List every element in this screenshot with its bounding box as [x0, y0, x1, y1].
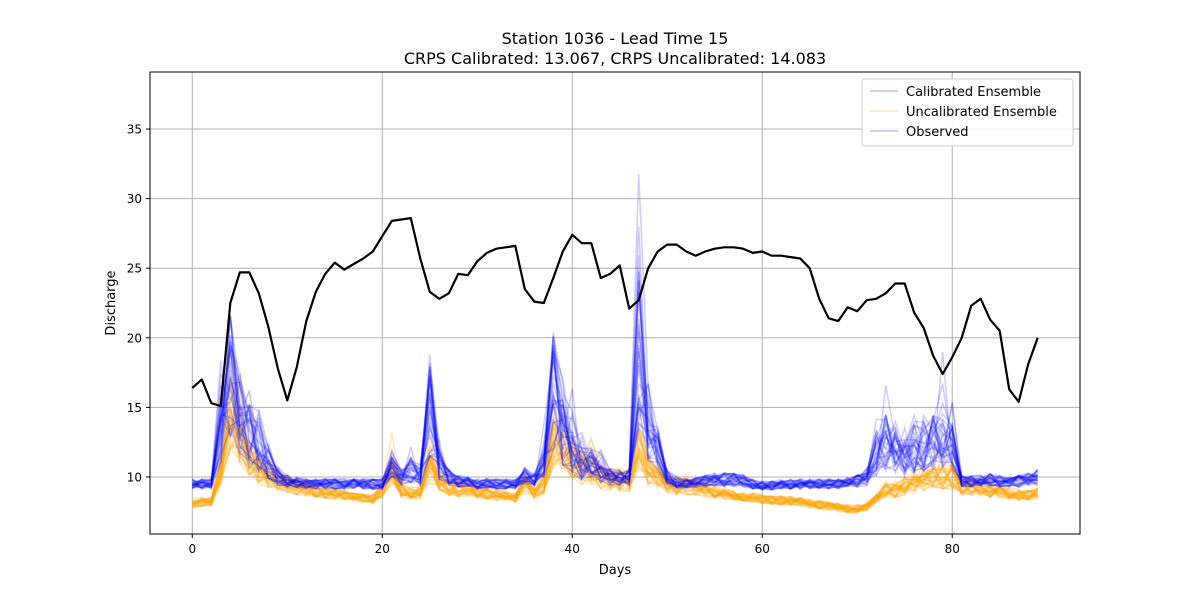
calibrated-member-line	[192, 279, 1039, 490]
chart-subtitle: CRPS Calibrated: 13.067, CRPS Uncalibrat…	[404, 49, 826, 68]
plot-frame	[149, 71, 1081, 535]
calibrated-member-line	[192, 226, 1039, 491]
y-tick-label: 35	[127, 123, 142, 137]
calibrated-member-line	[191, 349, 1038, 490]
calibrated-member-line	[192, 347, 1038, 492]
calibrated-member-line	[192, 336, 1039, 490]
uncalibrated-member-line	[192, 436, 1038, 513]
observed-line	[191, 217, 1039, 408]
uncalibrated-member-line	[192, 416, 1039, 514]
legend-observed-label: Observed	[906, 125, 969, 140]
uncalibrated-member-line	[192, 414, 1038, 514]
uncalibrated-member-line	[191, 426, 1039, 511]
x-tick-label: 40	[565, 542, 580, 556]
x-axis-label: Days	[599, 563, 632, 578]
x-tick-label: 60	[755, 542, 770, 556]
y-tick-label: 10	[127, 470, 142, 484]
uncalibrated-member-line	[191, 434, 1039, 512]
calibrated-member-line	[192, 255, 1038, 490]
uncalibrated-member-line	[191, 414, 1039, 512]
uncalibrated-member-line	[191, 385, 1038, 513]
calibrated-member-line	[191, 373, 1038, 490]
calibrated-member-line	[191, 349, 1039, 490]
y-tick-label: 25	[127, 262, 142, 276]
legend: Calibrated Ensemble Uncalibrated Ensembl…	[861, 78, 1074, 147]
uncalibrated-member-line	[192, 425, 1038, 514]
y-tick-label: 15	[127, 401, 142, 415]
plot-series	[191, 174, 1039, 515]
calibrated-member-line	[191, 337, 1039, 490]
uncalibrated-member-line	[192, 377, 1039, 510]
calibrated-member-line	[191, 317, 1039, 491]
legend-uncalibrated-label: Uncalibrated Ensemble	[906, 105, 1057, 120]
y-axis-label: Discharge	[104, 270, 119, 335]
calibrated-member-line	[191, 382, 1039, 491]
calibrated-member-line	[192, 314, 1039, 490]
calibrated-member-line	[192, 315, 1039, 490]
uncalibrated-member-line	[192, 411, 1038, 513]
uncalibrated-member-line	[192, 408, 1038, 513]
uncalibrated-member-line	[191, 405, 1038, 513]
uncalibrated-member-line	[192, 411, 1038, 514]
x-tick-label: 80	[945, 542, 960, 556]
calibrated-member-line	[192, 270, 1039, 491]
calibrated-member-line	[191, 281, 1039, 490]
x-tick-label: 0	[188, 542, 196, 556]
calibrated-member-line	[192, 318, 1038, 491]
uncalibrated-member-line	[192, 414, 1038, 512]
calibrated-member-line	[191, 350, 1038, 491]
chart-title: Station 1036 - Lead Time 15	[502, 29, 729, 48]
y-tick-label: 30	[127, 192, 142, 206]
calibrated-member-line	[191, 347, 1038, 492]
uncalibrated-member-line	[192, 389, 1039, 510]
uncalibrated-member-line	[192, 349, 1038, 511]
uncalibrated-member-line	[192, 421, 1039, 513]
uncalibrated-member-line	[192, 383, 1038, 513]
uncalibrated-member-line	[191, 422, 1039, 512]
calibrated-member-line	[191, 361, 1038, 490]
y-tick-label: 20	[127, 331, 142, 345]
calibrated-member-line	[191, 361, 1039, 490]
uncalibrated-member-line	[192, 423, 1039, 510]
uncalibrated-member-line	[191, 379, 1039, 513]
legend-box	[861, 78, 1074, 147]
calibrated-member-line	[191, 323, 1038, 491]
axis-ticks: 0 20 40 60 80 10 15 20 25 30 35	[127, 123, 960, 556]
x-tick-label: 20	[375, 542, 390, 556]
uncalibrated-member-line	[192, 401, 1038, 512]
uncalibrated-member-line	[191, 411, 1039, 512]
legend-calibrated-label: Calibrated Ensemble	[906, 85, 1041, 100]
calibrated-member-line	[192, 291, 1038, 491]
calibrated-member-line	[192, 342, 1038, 491]
uncalibrated-member-line	[192, 433, 1038, 512]
calibrated-member-line	[191, 271, 1039, 490]
uncalibrated-member-line	[191, 434, 1038, 512]
uncalibrated-member-line	[192, 425, 1039, 512]
uncalibrated-member-line	[192, 428, 1038, 512]
uncalibrated-member-line	[191, 377, 1039, 515]
uncalibrated-member-line	[191, 422, 1039, 512]
calibrated-member-line	[192, 331, 1038, 491]
calibrated-member-line	[192, 316, 1039, 490]
uncalibrated-member-line	[192, 401, 1039, 511]
calibrated-member-line	[191, 291, 1039, 490]
calibrated-member-line	[191, 383, 1038, 490]
calibrated-member-line	[192, 351, 1039, 491]
calibrated-member-line	[191, 174, 1038, 491]
